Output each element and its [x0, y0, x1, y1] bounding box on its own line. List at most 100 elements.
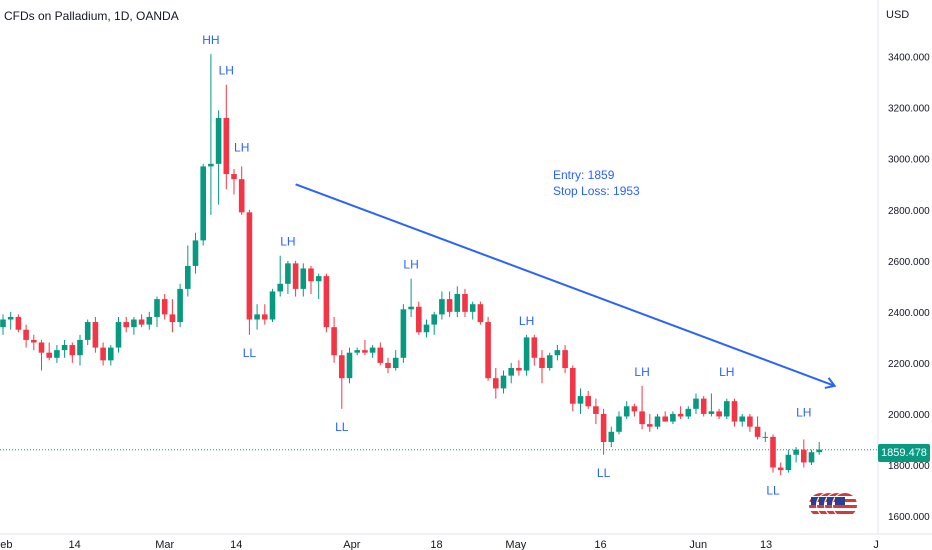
candle-body[interactable]	[546, 355, 553, 368]
candle-body[interactable]	[277, 283, 283, 292]
candle-body[interactable]	[339, 355, 345, 379]
candle-body[interactable]	[138, 319, 145, 325]
candle-body[interactable]	[192, 240, 199, 266]
candle-body[interactable]	[493, 378, 499, 389]
candle-body[interactable]	[708, 411, 715, 414]
candle-body[interactable]	[154, 299, 160, 317]
candle-body[interactable]	[623, 406, 630, 417]
candle-body[interactable]	[146, 316, 153, 325]
candle-body[interactable]	[300, 268, 307, 289]
candle-body[interactable]	[508, 367, 514, 376]
candle-body[interactable]	[0, 319, 6, 328]
candle-body[interactable]	[354, 350, 360, 353]
candle-body[interactable]	[46, 352, 52, 358]
candle-body[interactable]	[562, 350, 568, 368]
candle-body[interactable]	[61, 345, 68, 351]
candle-body[interactable]	[131, 319, 137, 328]
candle-body[interactable]	[377, 347, 384, 363]
candle-body[interactable]	[416, 306, 422, 333]
candle-body[interactable]	[208, 163, 214, 167]
candle-body[interactable]	[223, 117, 230, 175]
candle-body[interactable]	[608, 431, 615, 442]
candle-body[interactable]	[647, 424, 653, 427]
candle-body[interactable]	[739, 416, 745, 422]
candle-body[interactable]	[385, 362, 391, 368]
candle-body[interactable]	[362, 350, 368, 353]
candle-body[interactable]	[408, 306, 414, 310]
candle-body[interactable]	[793, 449, 799, 455]
candle-body[interactable]	[423, 324, 430, 333]
candle-body[interactable]	[77, 339, 83, 356]
candle-body[interactable]	[693, 398, 699, 409]
candle-body[interactable]	[670, 413, 676, 422]
candle-body[interactable]	[38, 342, 45, 353]
candle-body[interactable]	[469, 304, 476, 312]
candle-body[interactable]	[477, 304, 484, 323]
candle-body[interactable]	[770, 436, 776, 468]
candle-body[interactable]	[662, 416, 668, 422]
candle-body[interactable]	[400, 309, 407, 358]
candle-body[interactable]	[577, 396, 584, 404]
candle-body[interactable]	[315, 276, 322, 282]
candle-body[interactable]	[731, 401, 738, 422]
candle-body[interactable]	[31, 339, 37, 343]
candle-body[interactable]	[785, 454, 792, 471]
candle-body[interactable]	[231, 174, 237, 180]
candle-body[interactable]	[762, 436, 769, 438]
candle-body[interactable]	[777, 467, 784, 471]
candle-body[interactable]	[269, 291, 276, 320]
trendline[interactable]	[295, 183, 835, 387]
candle-body[interactable]	[600, 413, 607, 442]
candle-body[interactable]	[700, 398, 707, 414]
candle-body[interactable]	[262, 314, 268, 320]
candle-body[interactable]	[639, 411, 645, 425]
candle-body[interactable]	[716, 411, 722, 417]
candle-body[interactable]	[677, 413, 684, 417]
candle-body[interactable]	[185, 265, 191, 289]
candle-body[interactable]	[84, 322, 91, 340]
candle-body[interactable]	[123, 322, 129, 328]
candle-body[interactable]	[108, 347, 114, 361]
candle-body[interactable]	[516, 367, 522, 371]
candle-body[interactable]	[115, 322, 122, 348]
candle-body[interactable]	[238, 179, 245, 213]
candle-body[interactable]	[215, 117, 222, 164]
candle-body[interactable]	[7, 316, 14, 320]
candle-body[interactable]	[446, 299, 453, 312]
candle-body[interactable]	[254, 314, 260, 320]
candle-body[interactable]	[331, 327, 337, 356]
candle-body[interactable]	[369, 347, 376, 353]
candle-body[interactable]	[346, 352, 353, 379]
candle-body[interactable]	[15, 316, 22, 330]
candle-body[interactable]	[616, 416, 622, 432]
candle-body[interactable]	[246, 212, 253, 320]
candle-body[interactable]	[485, 322, 491, 379]
candle-body[interactable]	[585, 396, 591, 407]
candle-body[interactable]	[631, 406, 638, 412]
candle-body[interactable]	[747, 416, 753, 427]
candle-body[interactable]	[100, 347, 106, 361]
candle-body[interactable]	[816, 449, 822, 453]
candle-body[interactable]	[593, 406, 599, 414]
candle-body[interactable]	[554, 350, 561, 356]
candle-body[interactable]	[285, 263, 291, 284]
candle-body[interactable]	[177, 288, 183, 323]
candle-body[interactable]	[570, 367, 576, 404]
candle-body[interactable]	[292, 263, 299, 289]
candle-body[interactable]	[54, 350, 60, 358]
candle-body[interactable]	[308, 268, 314, 282]
candle-body[interactable]	[69, 345, 76, 356]
candle-body[interactable]	[754, 426, 761, 437]
candle-body[interactable]	[801, 449, 807, 463]
candle-body[interactable]	[539, 357, 545, 368]
candle-body[interactable]	[523, 337, 530, 371]
candle-body[interactable]	[500, 375, 507, 389]
candle-body[interactable]	[439, 299, 445, 315]
candle-body[interactable]	[685, 408, 692, 417]
candle-body[interactable]	[200, 166, 206, 241]
candle-body[interactable]	[161, 299, 168, 315]
candle-body[interactable]	[454, 293, 461, 312]
candle-body[interactable]	[808, 452, 815, 463]
candle-body[interactable]	[169, 314, 176, 323]
